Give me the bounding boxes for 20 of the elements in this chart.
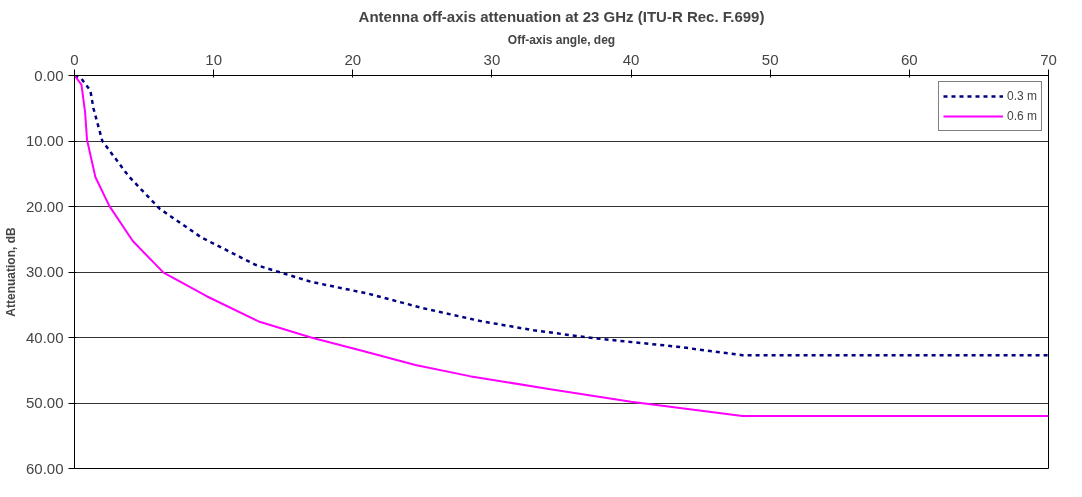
y-axis-title: Attenuation, dB bbox=[3, 227, 18, 317]
y-tick-label: 10.00 bbox=[25, 132, 64, 149]
legend-label: 0.6 m bbox=[1006, 109, 1037, 123]
y-tick-label: 30.00 bbox=[25, 263, 64, 280]
x-tick-label: 20 bbox=[344, 50, 362, 68]
y-tick-label: 0.00 bbox=[34, 66, 64, 84]
x-tick-label: 60 bbox=[901, 50, 918, 68]
chart-title: Antenna off-axis attenuation at 23 GHz (ITU-R Rec. F.699) bbox=[358, 7, 765, 25]
y-tick-label: 50.00 bbox=[25, 394, 64, 411]
y-tick-label: 20.00 bbox=[25, 197, 64, 215]
x-tick-label: 50 bbox=[761, 50, 779, 68]
x-tick-label: 70 bbox=[1040, 50, 1057, 68]
y-tick-label: 40.00 bbox=[25, 328, 64, 346]
x-tick-label: 30 bbox=[483, 50, 501, 68]
x-tick-label: 40 bbox=[622, 50, 640, 68]
y-tick-label: 60.00 bbox=[25, 459, 64, 477]
x-axis-title: Off-axis angle, deg bbox=[507, 32, 616, 47]
x-tick-label: 10 bbox=[205, 50, 222, 68]
legend-label: 0.3 m bbox=[1006, 89, 1037, 103]
x-tick-label: 0 bbox=[70, 50, 79, 68]
